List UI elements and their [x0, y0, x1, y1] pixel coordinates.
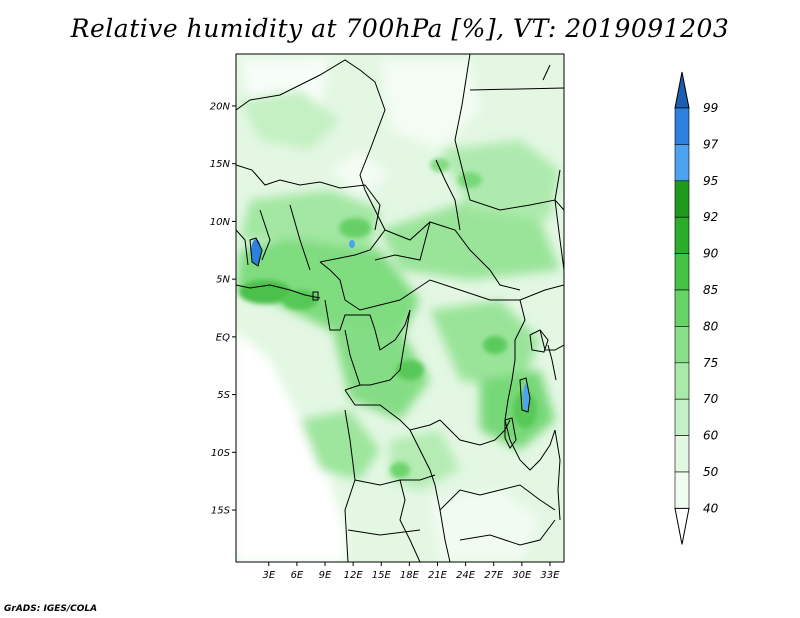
colorbar-label: 75: [703, 356, 718, 370]
colorbar-label: 95: [703, 174, 718, 188]
map-frame: [235, 53, 565, 563]
country-borders: [236, 54, 564, 562]
lat-tick-label: 10N: [210, 217, 231, 228]
lon-tick-label: 18E: [400, 570, 420, 581]
colorbar-swatch: [674, 107, 690, 145]
lon-tick-label: 12E: [344, 570, 364, 581]
map-title: Relative humidity at 700hPa [%], VT: 201…: [70, 14, 730, 43]
lon-tick-label: 21E: [428, 570, 448, 581]
longitude-axis: 3E 6E 9E 12E 15E 18E 21E 24E 27E 30E 33E: [262, 562, 560, 581]
colorbar-label: 99: [703, 101, 718, 115]
grads-credit: GrADS: IGES/COLA: [4, 604, 98, 614]
lat-tick-label: 15N: [210, 159, 231, 170]
colorbar-label: 50: [703, 465, 719, 479]
colorbar-swatch: [674, 326, 690, 364]
colorbar-bottom-arrow: [674, 507, 690, 545]
colorbar-label: 97: [703, 137, 719, 151]
colorbar-swatch: [674, 180, 690, 218]
lon-tick-label: 9E: [319, 570, 332, 581]
colorbar-swatch: [674, 253, 690, 291]
colorbar-swatch: [674, 435, 690, 473]
lon-tick-label: 6E: [291, 570, 304, 581]
lakes: [249, 237, 549, 449]
colorbar-swatch: [674, 362, 690, 400]
lon-tick-label: 33E: [540, 570, 560, 581]
colorbar-swatch: [674, 471, 690, 509]
lon-tick-label: 24E: [456, 570, 476, 581]
lon-tick-label: 3E: [262, 570, 275, 581]
lon-tick-label: 30E: [512, 570, 532, 581]
colorbar-label: 40: [703, 501, 719, 515]
latitude-axis: 20N 15N 10N 5N EQ 5S 10S 15S: [210, 101, 236, 517]
colorbar-label: 60: [703, 429, 719, 443]
colorbar: 99 97 95 92 90 85 80 75 70 60 50 40: [674, 71, 719, 545]
colorbar-swatch: [674, 216, 690, 254]
colorbar-label: 90: [703, 247, 719, 261]
lat-tick-label: 20N: [210, 101, 231, 112]
lat-tick-label: EQ: [216, 332, 230, 343]
humidity-field: [236, 54, 564, 562]
colorbar-swatch: [674, 144, 690, 182]
colorbar-label: 92: [703, 210, 718, 224]
colorbar-swatch: [674, 398, 690, 436]
colorbar-label: 85: [703, 283, 718, 297]
lat-tick-label: 5N: [216, 275, 230, 286]
colorbar-label: 70: [703, 392, 719, 406]
colorbar-top-arrow: [674, 71, 690, 109]
lon-tick-label: 15E: [372, 570, 392, 581]
lat-tick-label: 10S: [211, 448, 231, 459]
lon-tick-label: 27E: [484, 570, 504, 581]
colorbar-swatch: [674, 289, 690, 327]
colorbar-label: 80: [703, 319, 719, 333]
lat-tick-label: 15S: [211, 506, 231, 517]
lat-tick-label: 5S: [217, 390, 230, 401]
